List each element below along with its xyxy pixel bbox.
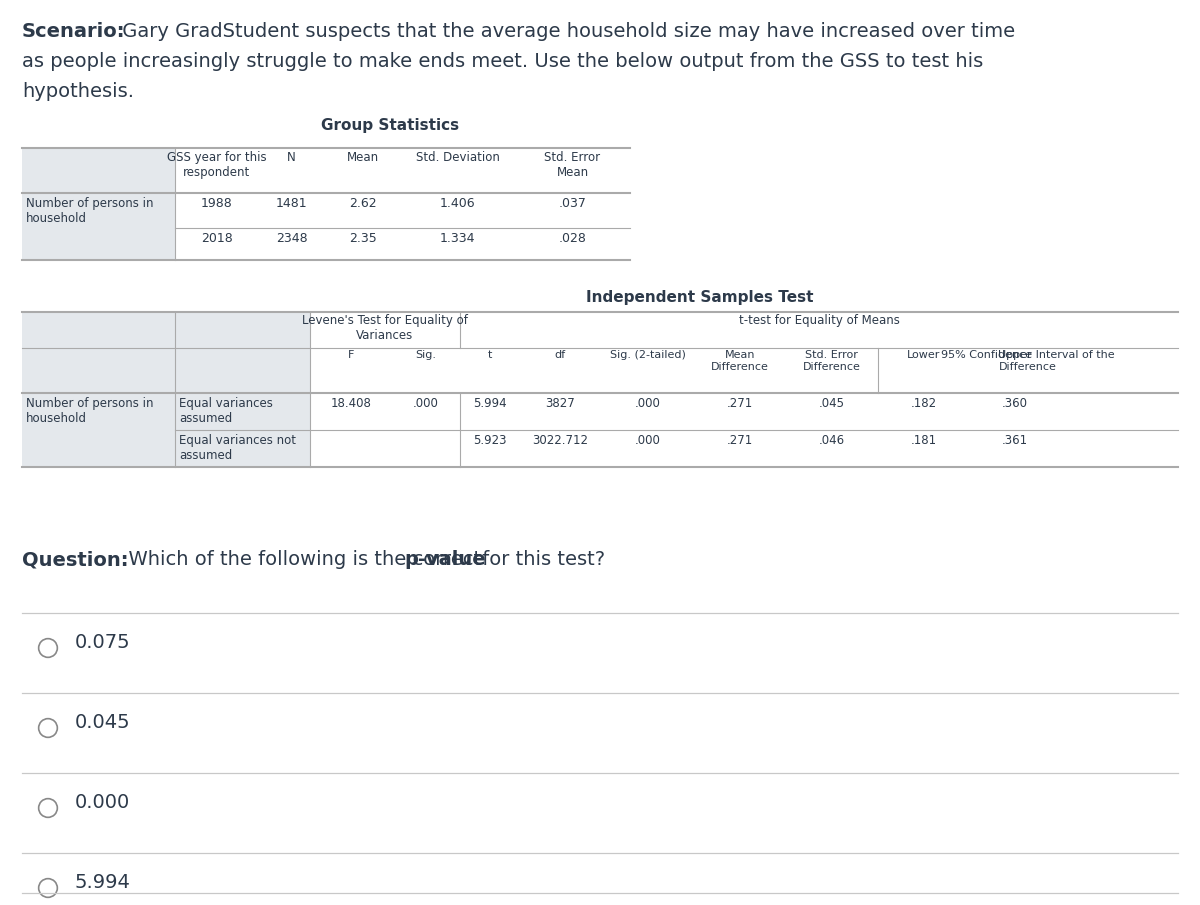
Text: for this test?: for this test?: [476, 550, 605, 569]
Text: Number of persons in
household: Number of persons in household: [26, 397, 154, 425]
Text: .271: .271: [727, 397, 754, 410]
Text: .046: .046: [818, 434, 845, 447]
Text: Scenario:: Scenario:: [22, 22, 126, 41]
Text: 2018: 2018: [200, 232, 233, 245]
Text: 5.923: 5.923: [473, 434, 506, 447]
Text: Equal variances not
assumed: Equal variances not assumed: [179, 434, 296, 462]
Text: t-test for Equality of Means: t-test for Equality of Means: [738, 314, 900, 327]
Text: Question:: Question:: [22, 550, 128, 569]
Text: t: t: [488, 350, 492, 360]
Text: Std. Deviation: Std. Deviation: [415, 151, 499, 164]
Text: Upper: Upper: [998, 350, 1032, 360]
Text: F: F: [348, 350, 354, 360]
Text: 3022.712: 3022.712: [532, 434, 588, 447]
Text: hypothesis.: hypothesis.: [22, 82, 134, 101]
Text: Which of the following is the correct: Which of the following is the correct: [116, 550, 487, 569]
Text: p-value: p-value: [404, 550, 486, 569]
Text: .361: .361: [1002, 434, 1028, 447]
Text: 2.62: 2.62: [349, 197, 377, 210]
Text: 18.408: 18.408: [330, 397, 372, 410]
Text: 0.045: 0.045: [74, 713, 131, 732]
Text: Gary GradStudent suspects that the average household size may have increased ove: Gary GradStudent suspects that the avera…: [116, 22, 1015, 41]
Text: Levene's Test for Equality of
Variances: Levene's Test for Equality of Variances: [302, 314, 468, 342]
Text: Sig. (2-tailed): Sig. (2-tailed): [610, 350, 685, 360]
Text: 5.994: 5.994: [74, 873, 131, 892]
Text: N: N: [287, 151, 296, 164]
Text: 1.334: 1.334: [439, 232, 475, 245]
Text: df: df: [554, 350, 565, 360]
Text: 1481: 1481: [276, 197, 307, 210]
Text: 1988: 1988: [200, 197, 233, 210]
Text: Mean
Difference: Mean Difference: [712, 350, 769, 372]
Text: 0.000: 0.000: [74, 793, 131, 812]
Text: 1.406: 1.406: [439, 197, 475, 210]
Text: Lower: Lower: [907, 350, 941, 360]
Text: Equal variances
assumed: Equal variances assumed: [179, 397, 272, 425]
Text: .181: .181: [911, 434, 937, 447]
Text: .037: .037: [558, 197, 587, 210]
Text: Std. Error
Difference: Std. Error Difference: [803, 350, 860, 372]
Text: .271: .271: [727, 434, 754, 447]
Text: GSS year for this
respondent: GSS year for this respondent: [167, 151, 266, 179]
Text: Independent Samples Test: Independent Samples Test: [587, 290, 814, 305]
Text: Sig.: Sig.: [415, 350, 437, 360]
Text: 2348: 2348: [276, 232, 307, 245]
Text: .182: .182: [911, 397, 937, 410]
Text: .028: .028: [558, 232, 587, 245]
Text: Number of persons in
household: Number of persons in household: [26, 197, 154, 225]
Text: 3827: 3827: [545, 397, 575, 410]
Text: 2.35: 2.35: [349, 232, 377, 245]
Text: Std. Error
Mean: Std. Error Mean: [545, 151, 600, 179]
Text: .000: .000: [413, 397, 439, 410]
Text: Group Statistics: Group Statistics: [320, 118, 460, 133]
Text: Mean: Mean: [347, 151, 378, 164]
Text: 5.994: 5.994: [473, 397, 506, 410]
Text: .000: .000: [635, 397, 660, 410]
Text: .045: .045: [818, 397, 845, 410]
Text: as people increasingly struggle to make ends meet. Use the below output from the: as people increasingly struggle to make …: [22, 52, 983, 71]
Text: .360: .360: [1002, 397, 1028, 410]
Text: 95% Confidence Interval of the
Difference: 95% Confidence Interval of the Differenc…: [941, 350, 1115, 372]
Text: 0.075: 0.075: [74, 633, 131, 652]
Text: .000: .000: [635, 434, 660, 447]
